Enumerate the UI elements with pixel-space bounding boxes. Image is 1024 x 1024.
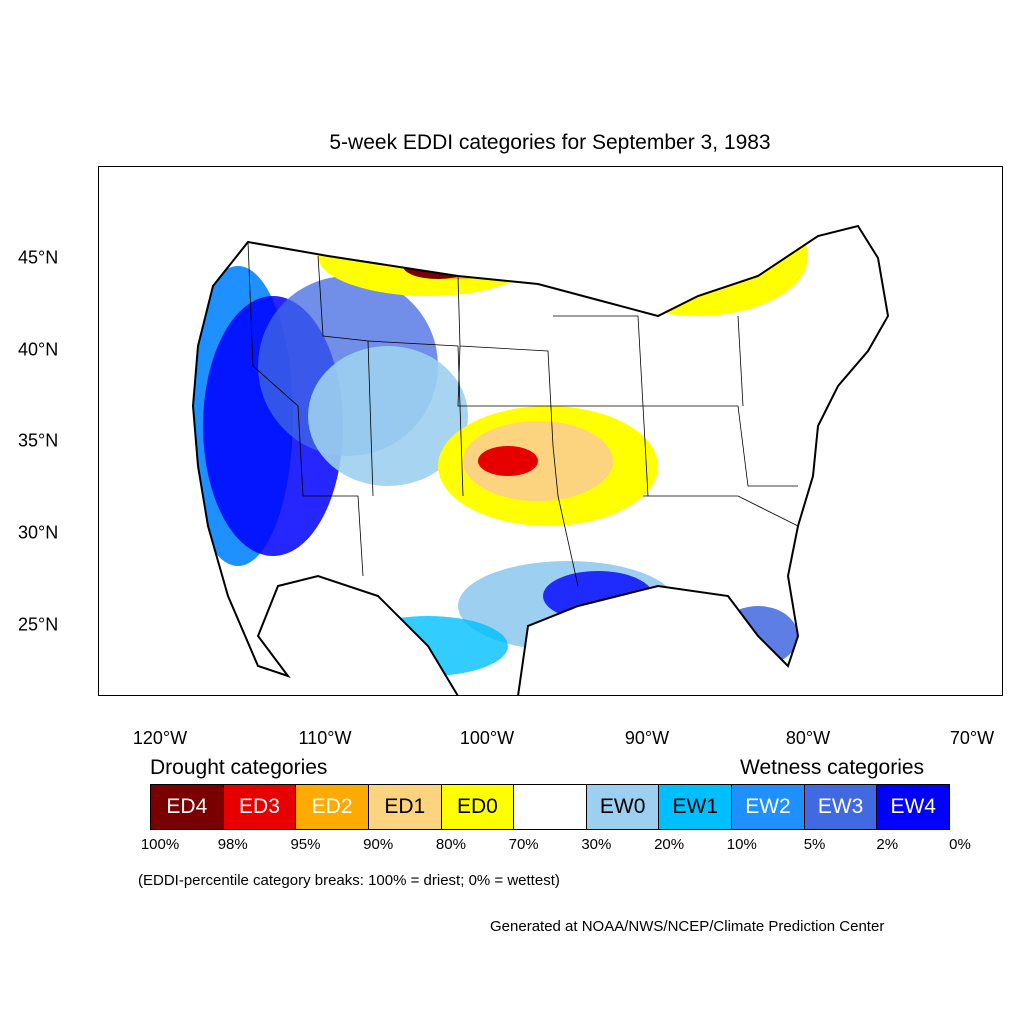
- lon-tick-80w: 80°W: [785, 728, 831, 748]
- legend-cell-ed3: ED3: [223, 785, 297, 829]
- legend-break-label: 30%: [581, 836, 612, 853]
- lon-tick-110w: 110°W: [298, 728, 352, 748]
- state-boundaries: [247, 241, 799, 587]
- legend-cell-ew3: EW3: [804, 785, 878, 829]
- legend-break-label: 10%: [726, 836, 757, 853]
- legend-break-label: 100%: [140, 836, 180, 853]
- legend-break-label: 80%: [435, 836, 466, 853]
- map-panel: [98, 166, 1003, 697]
- legend-cell-ew0: EW0: [586, 785, 660, 829]
- map-border: [98, 166, 1003, 696]
- kansas-severe-drought: [478, 446, 538, 476]
- lat-tick-45n: 45°N: [18, 247, 59, 268]
- lat-tick-25n: 25°N: [18, 614, 59, 635]
- drought-categories-label: Drought categories: [150, 756, 328, 779]
- category-breaks-note: (EDDI-percentile category breaks: 100% =…: [138, 872, 560, 889]
- coastline: [191, 224, 890, 697]
- legend-cell-ew1: EW1: [659, 785, 733, 829]
- legend-cell-ed4: ED4: [151, 785, 224, 829]
- legend-break-label: 98%: [217, 836, 248, 853]
- wetness-categories-label: Wetness categories: [740, 756, 925, 779]
- lon-tick-70w: 70°W: [949, 728, 995, 748]
- legend-cell-ew2: EW2: [732, 785, 805, 829]
- legend-break-label: 0%: [949, 836, 971, 853]
- lat-tick-35n: 35°N: [18, 430, 59, 451]
- conus-map: [98, 166, 1003, 697]
- rockies-wet-region: [308, 346, 468, 486]
- legend-cell-ed1: ED1: [368, 785, 442, 829]
- legend-break-label: 2%: [876, 836, 899, 853]
- legend-cell-neutral: [514, 785, 587, 829]
- map-title: 5-week EDDI categories for September 3, …: [329, 131, 771, 154]
- legend-break-label: 95%: [290, 836, 321, 853]
- legend-cell-ed0: ED0: [441, 785, 515, 829]
- lat-tick-40n: 40°N: [18, 339, 59, 360]
- legend-break-label: 90%: [363, 836, 394, 853]
- legend-cell-ed2: ED2: [296, 785, 369, 829]
- lat-tick-30n: 30°N: [18, 522, 59, 543]
- lon-tick-100w: 100°W: [459, 728, 515, 748]
- legend-color-bar: ED4 ED3 ED2 ED1 ED0 EW0 EW1 EW2 EW3 EW4: [150, 784, 950, 830]
- legend-break-label: 70%: [508, 836, 539, 853]
- legend-break-label: 20%: [654, 836, 685, 853]
- lon-tick-90w: 90°W: [624, 728, 670, 748]
- legend-cell-ew4: EW4: [877, 785, 950, 829]
- lon-tick-120w: 120°W: [132, 728, 188, 748]
- credit-line: Generated at NOAA/NWS/NCEP/Climate Predi…: [490, 918, 885, 935]
- legend-break-label: 5%: [803, 836, 826, 853]
